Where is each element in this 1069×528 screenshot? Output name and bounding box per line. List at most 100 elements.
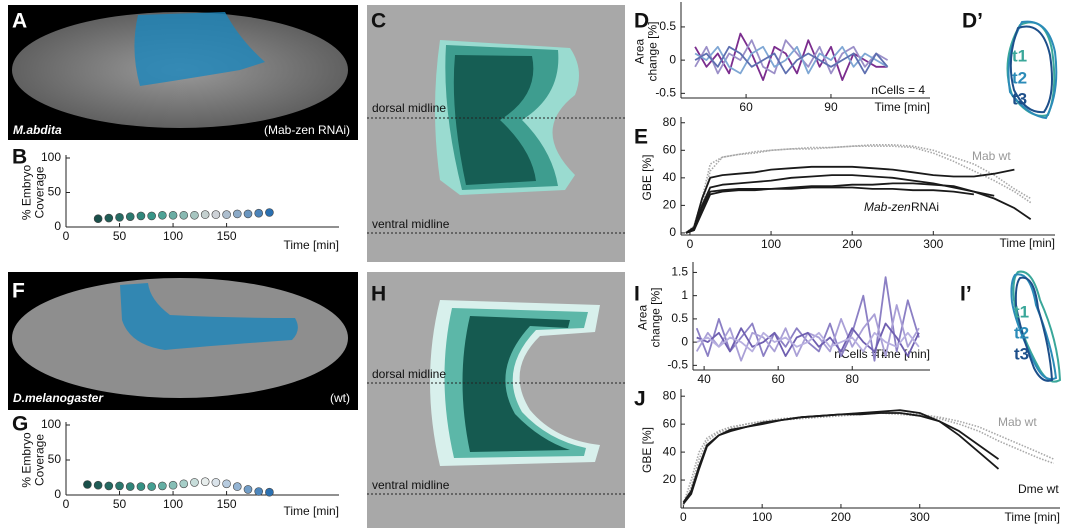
- timepoint-label: t3: [1014, 344, 1029, 363]
- x-tick-label: 300: [923, 237, 943, 251]
- data-point: [115, 213, 124, 222]
- series-line: [682, 412, 1000, 505]
- y-tick-label: 100: [41, 150, 61, 164]
- y-tick-label: 0: [54, 219, 61, 233]
- cell-outline: [1007, 20, 1058, 120]
- timepoint-label: t1: [1014, 302, 1029, 321]
- y-axis-label: % Embryo: [20, 165, 34, 221]
- y-axis-label: GBE [%]: [640, 427, 654, 473]
- data-point: [125, 212, 135, 221]
- species-label: M.abdita: [13, 123, 62, 137]
- panel-letter: C: [371, 10, 386, 33]
- panel-letter: I’: [960, 283, 972, 306]
- data-point: [93, 214, 103, 224]
- y-axis-label: change [%]: [646, 21, 660, 81]
- annotation: Dme wt: [1018, 482, 1059, 496]
- x-tick-label: 80: [846, 372, 860, 386]
- tissue-outline: [462, 316, 570, 452]
- y-axis-label: Area: [633, 39, 647, 65]
- timepoint-label: t1: [1012, 46, 1027, 65]
- data-point: [254, 487, 264, 496]
- species-label: D.melanogaster: [13, 391, 104, 405]
- data-point: [232, 209, 242, 219]
- data-point: [243, 209, 253, 219]
- tissue-highlight: [134, 12, 265, 86]
- timepoint-label: t3: [1012, 89, 1027, 108]
- data-point: [211, 210, 221, 219]
- y-tick-label: 0: [54, 487, 61, 501]
- x-tick-label: 150: [217, 497, 237, 511]
- series-line: [696, 331, 920, 353]
- y-tick-label: 50: [48, 452, 62, 466]
- data-point: [211, 478, 221, 487]
- x-tick-label: 200: [842, 237, 862, 251]
- data-point: [190, 478, 199, 487]
- panel-letter: D: [634, 10, 649, 33]
- x-tick-label: 40: [697, 372, 711, 386]
- y-tick-label: 1: [681, 288, 688, 302]
- data-point: [222, 479, 231, 489]
- series-line: [685, 145, 1032, 234]
- series-line: [694, 45, 889, 75]
- data-point: [147, 482, 156, 491]
- series-line: [685, 144, 1032, 234]
- x-tick-label: 100: [752, 510, 772, 524]
- x-tick-label: 50: [113, 229, 127, 243]
- panel-letter: G: [12, 413, 28, 436]
- cell-outline: [1009, 25, 1053, 114]
- panel-letter: I: [634, 283, 640, 306]
- panel-letter: J: [634, 388, 646, 411]
- data-point: [115, 481, 124, 491]
- x-tick-label: 0: [63, 497, 70, 511]
- x-tick-label: 100: [761, 237, 781, 251]
- data-point: [190, 210, 199, 220]
- y-tick-label: 60: [663, 416, 677, 430]
- x-axis-label: Time [min]: [283, 504, 339, 518]
- data-point: [104, 213, 114, 223]
- midline-label: ventral midline: [372, 478, 450, 492]
- y-tick-label: 80: [663, 388, 677, 402]
- series-line: [682, 409, 1000, 503]
- series-line: [694, 45, 889, 75]
- data-point: [200, 210, 210, 219]
- y-tick-label: -0.5: [655, 86, 676, 100]
- data-point: [136, 211, 146, 221]
- y-tick-label: 0.5: [659, 19, 676, 33]
- x-tick-label: 100: [163, 229, 183, 243]
- x-axis-label: Time [min]: [1004, 510, 1060, 524]
- series-line: [696, 322, 920, 357]
- x-tick-label: 50: [113, 497, 127, 511]
- y-tick-label: 0: [681, 334, 688, 348]
- y-tick-label: 0: [669, 52, 676, 66]
- x-tick-label: 0: [63, 229, 70, 243]
- panel-letter: D’: [962, 10, 983, 33]
- y-tick-label: -0.5: [667, 358, 688, 372]
- series-line: [685, 186, 975, 234]
- y-axis-label: change [%]: [649, 287, 663, 347]
- data-point: [147, 211, 156, 221]
- series-line: [682, 412, 1055, 506]
- y-axis-label: Coverage: [33, 434, 47, 486]
- data-point: [104, 481, 114, 491]
- data-point: [265, 487, 274, 497]
- data-point: [168, 480, 178, 490]
- data-point: [83, 480, 92, 489]
- y-tick-label: 0.5: [671, 311, 688, 325]
- y-tick-label: 20: [663, 198, 677, 212]
- y-tick-label: 40: [663, 444, 677, 458]
- x-axis-label: Time [min]: [999, 236, 1055, 250]
- midline-label: dorsal midline: [372, 101, 446, 115]
- y-tick-label: 1.5: [671, 265, 688, 279]
- series-line: [694, 39, 889, 75]
- data-point: [222, 210, 231, 219]
- y-tick-label: 0: [669, 225, 676, 239]
- panel-letter: A: [12, 10, 27, 33]
- y-tick-label: 80: [663, 115, 677, 129]
- data-point: [179, 210, 189, 220]
- data-point: [265, 208, 274, 217]
- y-axis-label: GBE [%]: [640, 154, 654, 200]
- y-tick-label: 60: [663, 142, 677, 156]
- data-point: [93, 480, 103, 490]
- x-axis-label: Time [min]: [874, 347, 930, 361]
- x-tick-label: 200: [831, 510, 851, 524]
